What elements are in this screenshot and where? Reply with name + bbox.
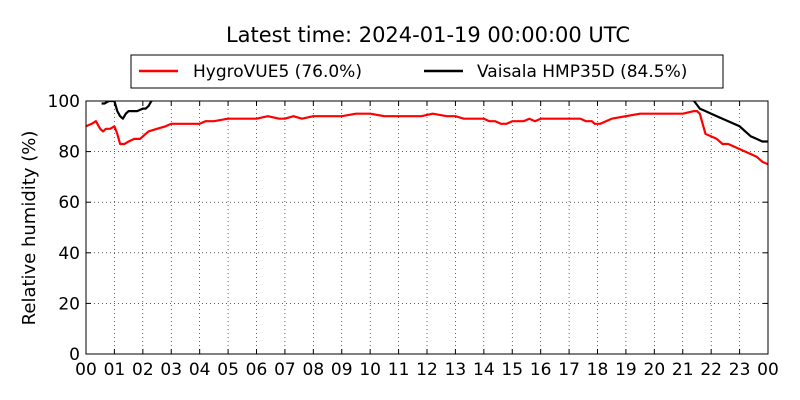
chart-title: Latest time: 2024-01-19 00:00:00 UTC <box>226 23 630 47</box>
x-tick-label: 00 <box>757 360 779 380</box>
x-tick-label: 09 <box>331 360 353 380</box>
x-tick-label: 10 <box>359 360 381 380</box>
series-line-hygrovue5 <box>86 109 768 166</box>
y-tick-label: 100 <box>48 92 80 112</box>
x-tick-label: 05 <box>217 360 239 380</box>
x-tick-label: 01 <box>104 360 126 380</box>
x-tick-label: 04 <box>189 360 211 380</box>
x-tick-label: 20 <box>644 360 666 380</box>
x-tick-label: 08 <box>303 360 325 380</box>
x-tick-label: 15 <box>501 360 523 380</box>
x-tick-label: 13 <box>445 360 467 380</box>
x-tick-label: 02 <box>132 360 154 380</box>
legend-label-vaisala: Vaisala HMP35D (84.5%) <box>477 62 687 82</box>
legend: HygroVUE5 (76.0%) Vaisala HMP35D (84.5%) <box>130 54 724 89</box>
y-tick-label: 40 <box>58 244 80 264</box>
tick-layer: 00 01 02 03 04 05 06 07 08 09 10 11 12 13 14 15 16 17 18 19… <box>48 92 779 380</box>
plot-frame <box>85 100 769 355</box>
legend-label-hygrovue5: HygroVUE5 (76.0%) <box>193 62 362 82</box>
series-line-vaisala <box>101 101 768 143</box>
x-tick-label: 14 <box>473 360 495 380</box>
y-tick-label: 60 <box>58 193 80 213</box>
y-tick-label: 20 <box>58 294 80 314</box>
series-layer <box>86 101 768 166</box>
x-tick-label: 21 <box>672 360 694 380</box>
y-tick-label: 80 <box>58 143 80 163</box>
x-tick-label: 12 <box>416 360 438 380</box>
x-tick-label: 18 <box>587 360 609 380</box>
x-tick-label: 22 <box>700 360 722 380</box>
x-tick-label: 19 <box>615 360 637 380</box>
x-tick-label: 11 <box>388 360 410 380</box>
x-tick-label: 23 <box>729 360 751 380</box>
x-tick-label: 17 <box>558 360 580 380</box>
x-tick-label: 00 <box>75 360 97 380</box>
x-tick-label: 06 <box>246 360 268 380</box>
x-tick-label: 07 <box>274 360 296 380</box>
grid-layer <box>86 101 768 354</box>
y-tick-label: 0 <box>69 345 80 365</box>
x-tick-label: 16 <box>530 360 552 380</box>
x-tick-label: 03 <box>160 360 182 380</box>
y-axis-label: Relative humidity (%) <box>19 131 40 326</box>
